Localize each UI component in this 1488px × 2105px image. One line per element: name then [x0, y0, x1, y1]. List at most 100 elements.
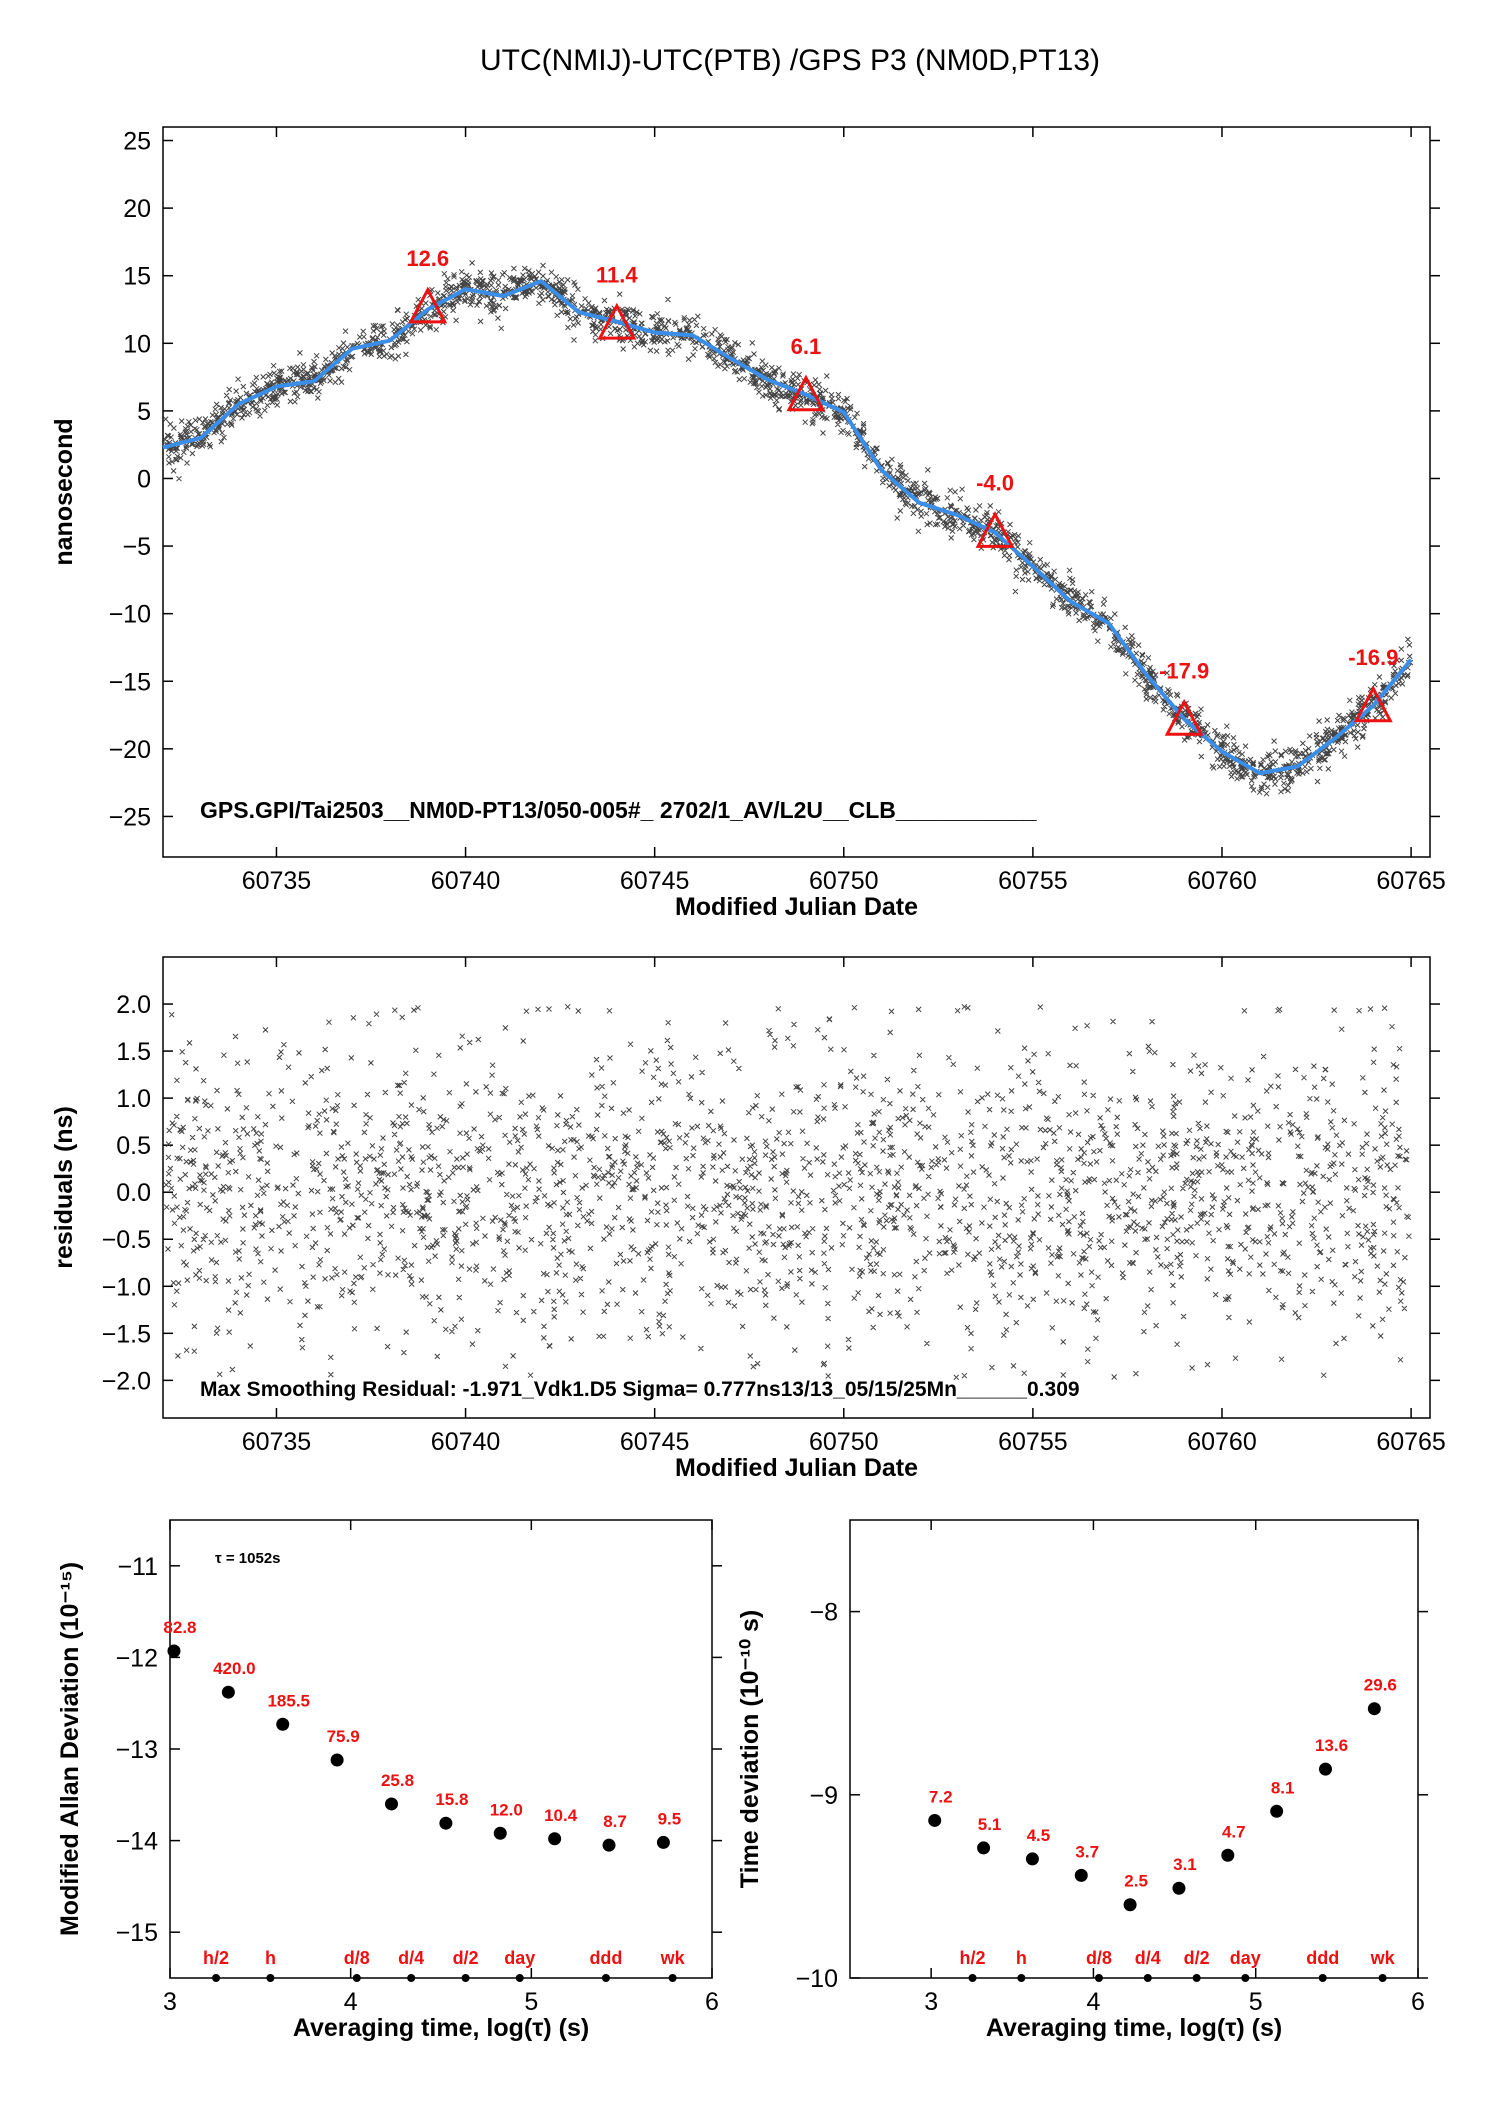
- time-marker-dot: [1094, 1974, 1103, 1982]
- x-tick-label: 60765: [1376, 1428, 1446, 1456]
- deviation-value-label: 25.8: [381, 1771, 414, 1790]
- deviation-point: [330, 1753, 344, 1767]
- y-tick-label: 0.0: [116, 1179, 151, 1207]
- y-axis-label: Time deviation (10⁻¹⁰ s): [736, 1610, 764, 1888]
- marker-triangle: [408, 286, 448, 324]
- y-tick-label: −0.5: [102, 1226, 151, 1254]
- series-annotation: GPS.GPI/Tai2503__NM0D-PT13/050-005#_ 270…: [200, 797, 1037, 823]
- time-marker-label: d/8: [344, 1948, 370, 1968]
- deviation-value-label: 3.1: [1173, 1855, 1197, 1874]
- time-marker-label: d/4: [1135, 1948, 1161, 1968]
- deviation-value-label: 8.7: [603, 1812, 627, 1831]
- time-marker-dot: [461, 1974, 470, 1982]
- y-axis-label: Modified Allan Deviation (10⁻¹⁵): [56, 1562, 84, 1936]
- x-tick-label: 6: [1411, 1988, 1425, 2016]
- x-tick-label: 5: [524, 1988, 538, 2016]
- deviation-value-label: 3.7: [1075, 1842, 1099, 1861]
- marker-value-label: -4.0: [976, 471, 1014, 496]
- time-marker-label: d/8: [1086, 1948, 1112, 1968]
- x-tick-label: 60755: [998, 1428, 1068, 1456]
- time-marker-dot: [1378, 1974, 1387, 1982]
- marker-value-label: 6.1: [791, 334, 822, 359]
- deviation-point: [548, 1832, 562, 1846]
- marker-value-label: -16.9: [1348, 645, 1398, 670]
- y-tick-label: 2.0: [116, 991, 151, 1019]
- y-tick-label: 25: [123, 128, 151, 156]
- deviation-point: [1074, 1868, 1088, 1882]
- time-marker-label: wk: [1370, 1948, 1396, 1968]
- deviation-value-label: 29.6: [1364, 1676, 1397, 1695]
- x-tick-label: 60735: [242, 867, 312, 895]
- y-tick-label: 1.5: [116, 1038, 151, 1066]
- plot-frame: [162, 126, 1431, 858]
- time-marker-dot: [407, 1974, 416, 1982]
- x-axis-label: Modified Julian Date: [675, 1454, 918, 1482]
- marker-triangle: [975, 510, 1015, 548]
- marker-value-label: -17.9: [1159, 658, 1209, 683]
- time-marker-label: day: [504, 1948, 535, 1968]
- deviation-value-label: 75.9: [327, 1727, 360, 1746]
- time-marker-dot: [266, 1974, 275, 1982]
- deviation-point: [1025, 1852, 1039, 1866]
- deviation-value-label: 2.5: [1124, 1872, 1148, 1891]
- time-deviation-panel: 3 4 5 6 −10 −9 −8 Averaging time, log(τ) (s) Tim…: [736, 1519, 1428, 2042]
- y-tick-label: −13: [116, 1736, 158, 1764]
- time-marker-dot: [1017, 1974, 1026, 1982]
- plot-frame: [169, 1519, 713, 1979]
- y-tick-label: −11: [117, 1553, 158, 1581]
- y-tick-label: 0: [137, 465, 151, 493]
- deviation-point: [384, 1797, 398, 1811]
- deviation-point: [602, 1838, 616, 1852]
- x-tick-label: 60755: [998, 867, 1068, 895]
- x-tick-label: 3: [163, 1988, 177, 2016]
- y-tick-label: 15: [123, 263, 151, 291]
- x-tick-label: 60740: [431, 867, 501, 895]
- time-marker-label: day: [1230, 1948, 1261, 1968]
- time-marker-dot: [1192, 1974, 1201, 1982]
- y-tick-label: −1.5: [102, 1320, 151, 1348]
- y-tick-label: −10: [109, 601, 151, 629]
- x-tick-label: 60750: [809, 1428, 879, 1456]
- y-tick-label: −15: [116, 1919, 158, 1947]
- marker-triangle: [1164, 698, 1204, 736]
- deviation-point: [167, 1644, 181, 1658]
- time-marker-label: ddd: [589, 1948, 622, 1968]
- marker-value-label: 11.4: [596, 262, 638, 287]
- deviation-point: [276, 1717, 290, 1731]
- x-tick-label: 60750: [809, 867, 879, 895]
- y-axis-label: nanosecond: [50, 418, 78, 565]
- marker-triangle: [1353, 685, 1393, 723]
- time-marker-label: d/2: [453, 1948, 479, 1968]
- deviation-value-label: 4.7: [1222, 1822, 1246, 1841]
- x-tick-label: 60735: [242, 1428, 312, 1456]
- deviation-point: [1367, 1702, 1381, 1716]
- plot-frame: [849, 1519, 1419, 1979]
- time-marker-label: h/2: [203, 1948, 229, 1968]
- residuals-panel: 60735 60740 60745 60750 60755 60760 60765 −2.0 −…: [50, 956, 1446, 1482]
- deviation-point: [1318, 1762, 1332, 1776]
- deviation-value-label: 10.4: [544, 1806, 578, 1825]
- x-tick-label: 60740: [431, 1428, 501, 1456]
- time-marker-dot: [1143, 1974, 1152, 1982]
- time-marker-label: d/4: [398, 1948, 424, 1968]
- x-tick-label: 60760: [1187, 1428, 1257, 1456]
- time-marker-label: h: [1016, 1948, 1027, 1968]
- time-marker-label: wk: [660, 1948, 686, 1968]
- deviation-value-label: 7.2: [929, 1787, 953, 1806]
- y-tick-label: −1.0: [102, 1273, 151, 1301]
- residual-points: [163, 1003, 1412, 1381]
- deviation-point: [1221, 1848, 1235, 1862]
- time-marker-dot: [1318, 1974, 1327, 1982]
- x-tick-label: 4: [344, 1988, 358, 2016]
- deviation-value-label: 12.0: [490, 1800, 523, 1819]
- time-marker-dot: [668, 1974, 677, 1982]
- y-tick-label: 10: [123, 330, 151, 358]
- y-tick-label: −8: [809, 1599, 838, 1627]
- y-axis-label: residuals (ns): [50, 1106, 78, 1269]
- y-tick-label: −25: [109, 803, 151, 831]
- y-tick-label: −12: [116, 1644, 158, 1672]
- time-marker-dot: [1241, 1974, 1250, 1982]
- y-tick-label: 1.0: [116, 1085, 151, 1113]
- time-marker-dot: [352, 1974, 361, 1982]
- deviation-point: [1123, 1898, 1137, 1912]
